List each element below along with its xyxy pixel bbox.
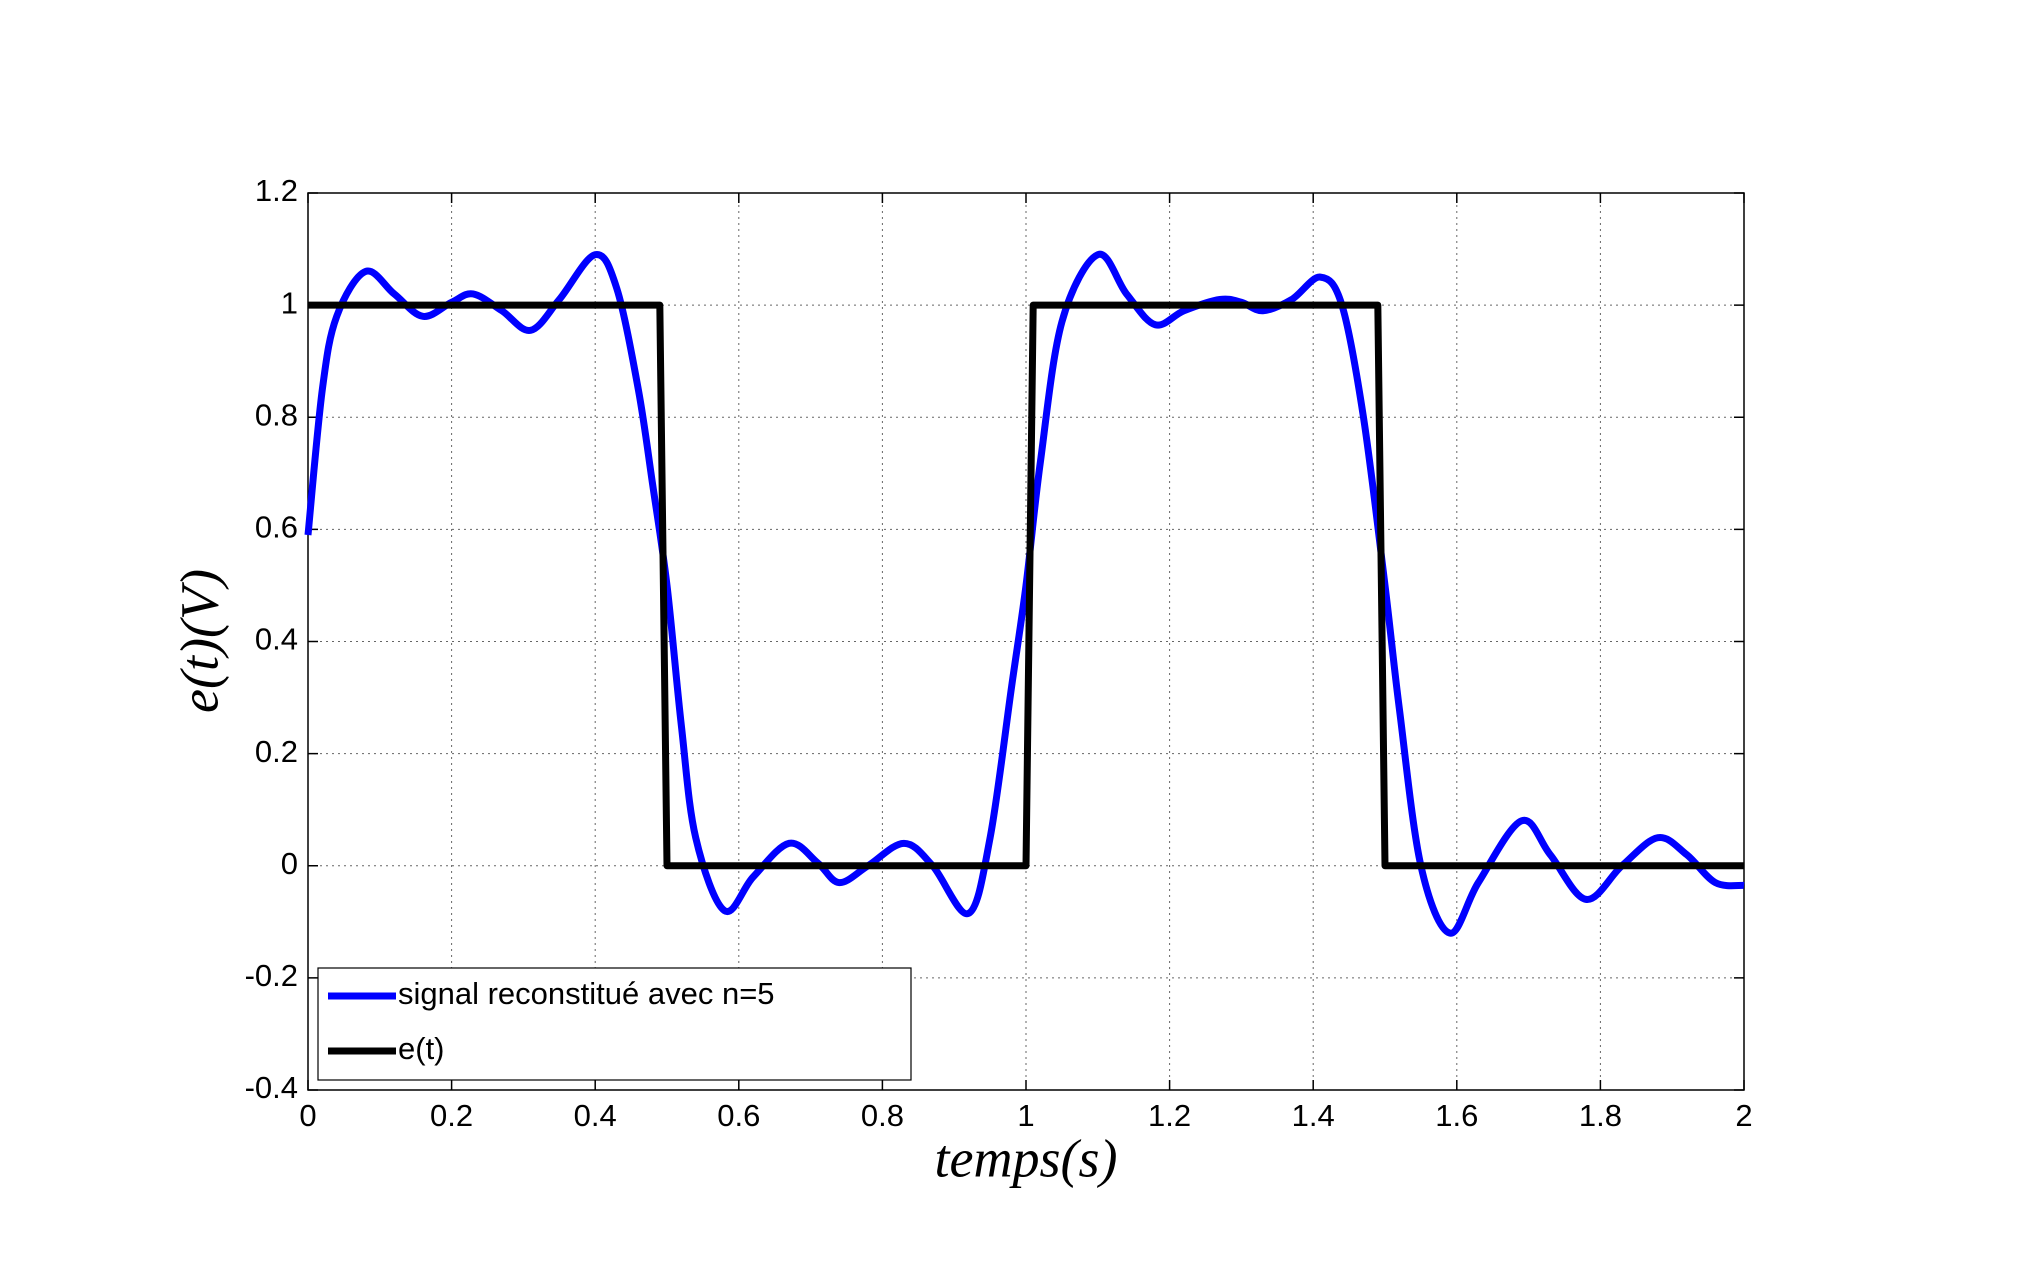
y-tick-label: 0.6 bbox=[255, 510, 298, 545]
x-tick-label: 0 bbox=[299, 1098, 316, 1133]
y-tick-label: -0.4 bbox=[245, 1070, 298, 1105]
legend-label: e(t) bbox=[398, 1031, 445, 1066]
y-tick-label: 0.2 bbox=[255, 734, 298, 769]
x-tick-label: 0.4 bbox=[574, 1098, 617, 1133]
line-series bbox=[308, 301, 1744, 870]
x-tick-label: 2 bbox=[1735, 1098, 1752, 1133]
x-tick-label: 0.8 bbox=[861, 1098, 904, 1133]
y-tick-label: 0.8 bbox=[255, 397, 298, 432]
y-axis-label: e(t)(V) bbox=[169, 569, 229, 713]
x-tick-label: 1.4 bbox=[1292, 1098, 1335, 1133]
plot-frame bbox=[307, 192, 1745, 1091]
x-tick-label: 1.6 bbox=[1435, 1098, 1478, 1133]
x-tick-label: 1.2 bbox=[1148, 1098, 1191, 1133]
legend-box bbox=[317, 967, 912, 1081]
y-tick-label: 0 bbox=[281, 846, 298, 881]
x-tick-label: 1.8 bbox=[1579, 1098, 1622, 1133]
legend-label: signal reconstitué avec n=5 bbox=[398, 976, 775, 1011]
x-tick-label: 0.2 bbox=[430, 1098, 473, 1133]
y-tick-label: 1.2 bbox=[255, 173, 298, 208]
x-tick-label: 0.6 bbox=[717, 1098, 760, 1133]
x-tick-label: 1 bbox=[1017, 1098, 1034, 1133]
y-tick-label: 0.4 bbox=[255, 622, 298, 657]
x-axis-label: temps(s) bbox=[935, 1128, 1118, 1188]
y-tick-label: -0.2 bbox=[245, 958, 298, 993]
y-tick-label: 1 bbox=[281, 285, 298, 320]
